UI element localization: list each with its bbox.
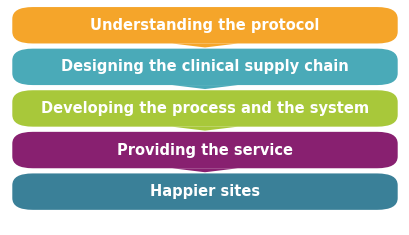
FancyBboxPatch shape <box>12 173 397 210</box>
FancyBboxPatch shape <box>12 90 397 127</box>
Polygon shape <box>172 85 237 89</box>
Polygon shape <box>172 43 237 47</box>
Polygon shape <box>172 168 237 172</box>
Polygon shape <box>172 127 237 131</box>
Text: Developing the process and the system: Developing the process and the system <box>41 101 368 116</box>
FancyBboxPatch shape <box>12 7 397 43</box>
Text: Understanding the protocol: Understanding the protocol <box>90 18 319 33</box>
FancyBboxPatch shape <box>12 132 397 168</box>
Text: Providing the service: Providing the service <box>117 143 292 157</box>
Text: Designing the clinical supply chain: Designing the clinical supply chain <box>61 59 348 74</box>
FancyBboxPatch shape <box>12 49 397 85</box>
Text: Happier sites: Happier sites <box>150 184 259 199</box>
